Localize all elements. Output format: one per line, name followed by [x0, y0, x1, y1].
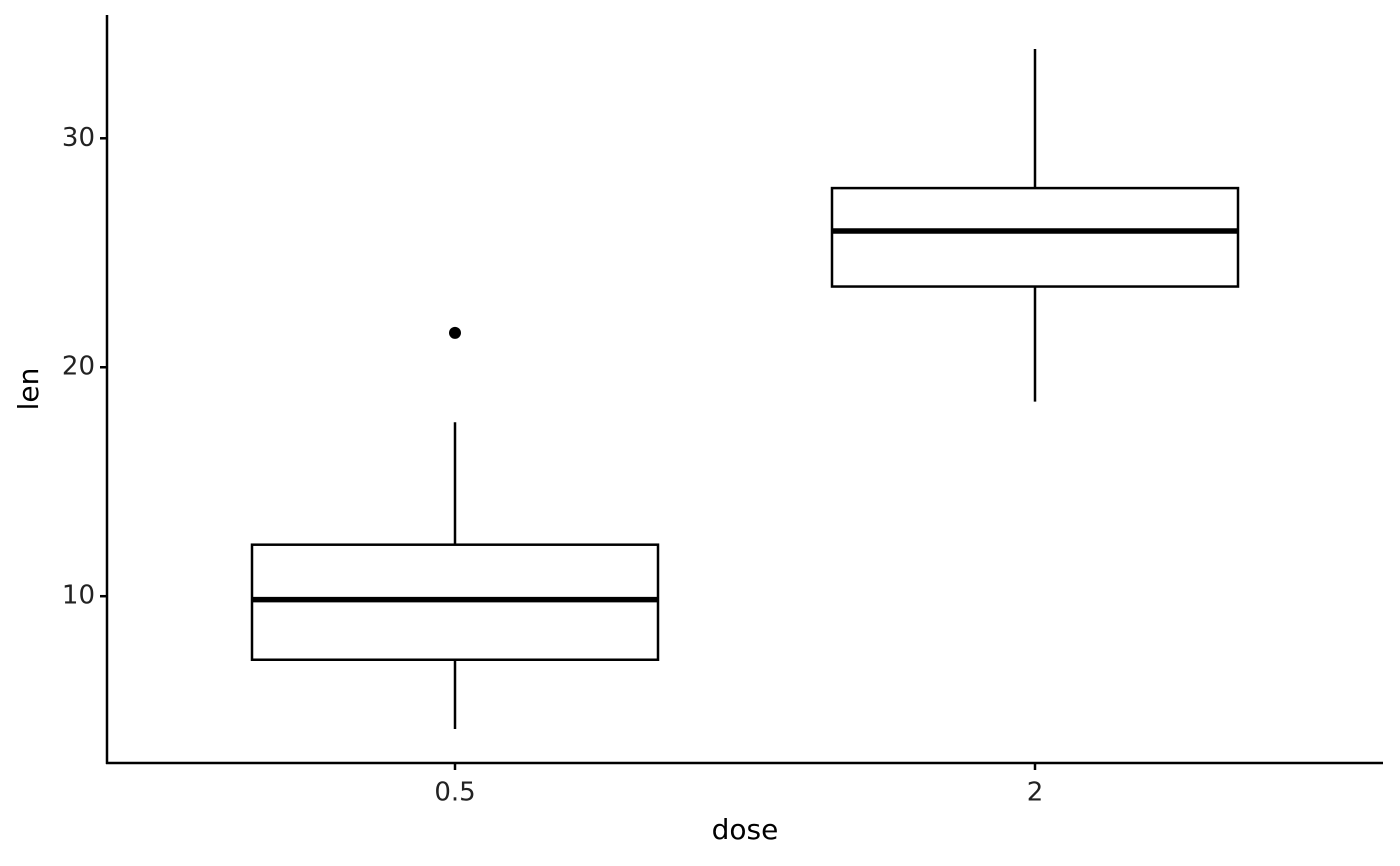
- y-tick-label: 10: [62, 581, 95, 611]
- box: [830, 186, 1240, 288]
- x-tick-label: 2: [1027, 778, 1044, 808]
- x-tick-label: 0.5: [434, 778, 475, 808]
- outlier: [449, 326, 461, 339]
- x-axis-title: dose: [712, 813, 779, 846]
- y-axis-title: len: [12, 368, 45, 411]
- y-tick-label: 30: [62, 123, 95, 153]
- y-tick-label: 20: [62, 352, 95, 382]
